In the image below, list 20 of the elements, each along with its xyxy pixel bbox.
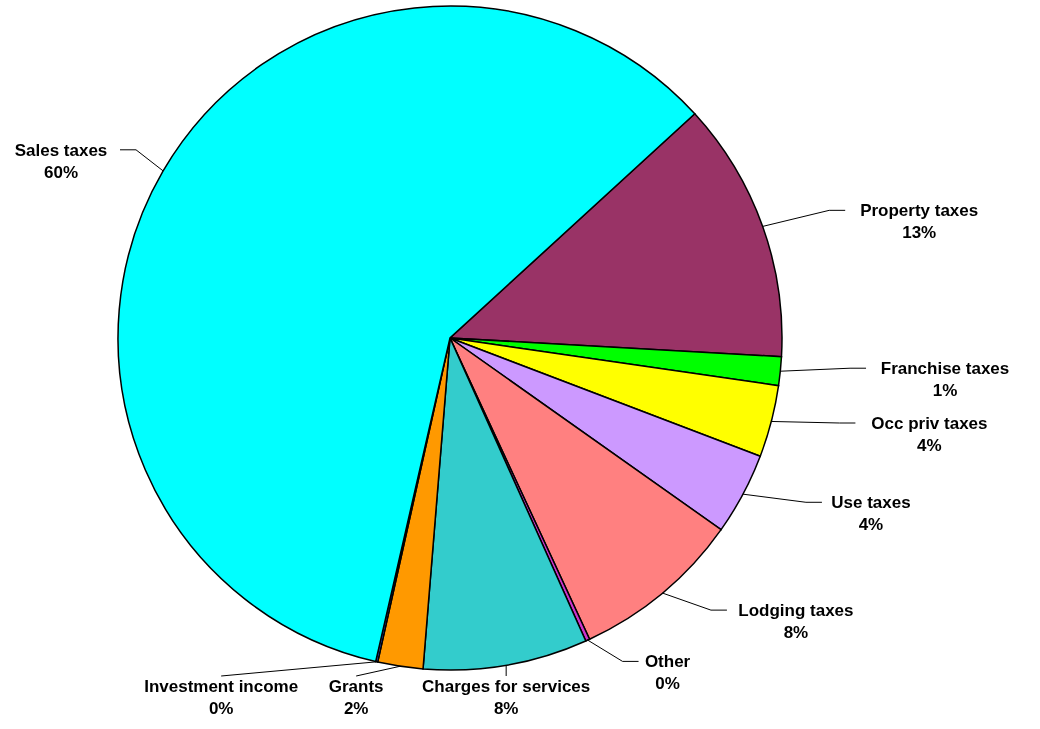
- slice-label: Occ priv taxes: [871, 414, 988, 433]
- data-label: 60%: [43, 162, 79, 182]
- data-label: 8%: [493, 699, 519, 718]
- slice-label: Franchise taxes: [880, 359, 1010, 379]
- slice-label: Sales taxes: [14, 140, 108, 160]
- data-label: 2%: [343, 699, 369, 718]
- slice-label: Other: [644, 652, 691, 672]
- slice-label: Property taxes: [860, 201, 979, 221]
- data-label: 0%: [655, 674, 680, 694]
- slice-label: Investment income: [144, 677, 299, 696]
- data-label: 8%: [783, 623, 809, 643]
- data-label: 0%: [208, 699, 234, 718]
- data-label: 4%: [917, 436, 942, 455]
- data-label: 1%: [932, 381, 958, 401]
- slice-label: Lodging taxes: [738, 601, 854, 621]
- data-label: 4%: [858, 515, 884, 535]
- slice-label: Grants: [328, 677, 384, 696]
- data-label: 13%: [902, 223, 937, 243]
- slice-label: Charges for services: [422, 677, 591, 696]
- slice-label: Use taxes: [831, 493, 911, 513]
